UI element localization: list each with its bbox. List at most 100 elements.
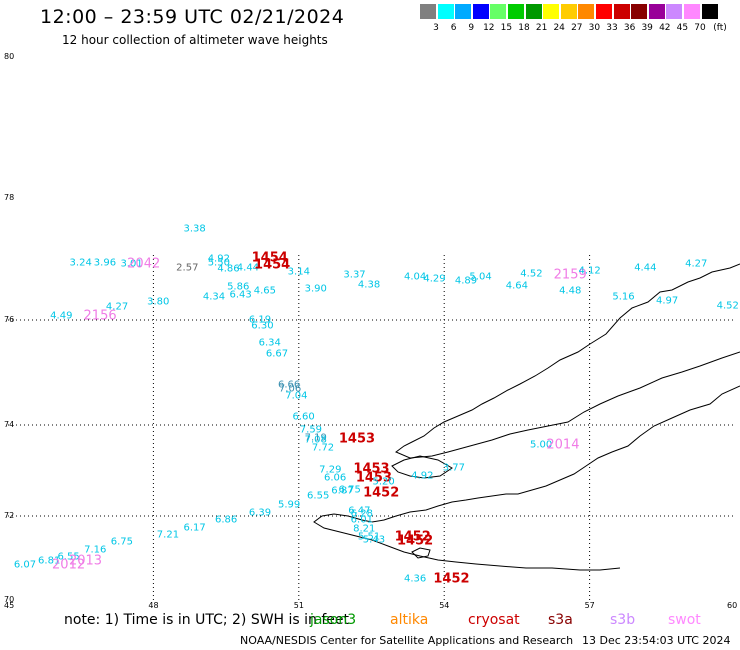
legend-label: 42 xyxy=(659,23,671,33)
wave-height-reading: 4.64 xyxy=(505,280,529,292)
legend-swatch xyxy=(631,4,649,19)
pass-time-label: 2012 xyxy=(52,557,86,573)
wave-height-reading: 4.04 xyxy=(403,271,427,283)
satellite-name: cryosat xyxy=(468,612,520,628)
island-vaygach xyxy=(391,455,453,479)
lat-label: 76 xyxy=(4,315,15,324)
legend-label: 70 xyxy=(694,23,706,33)
page-title: 12:00 – 23:59 UTC 02/21/2024 xyxy=(40,6,345,28)
wave-height-reading: 4.49 xyxy=(50,310,73,322)
pass-time-label: 2042 xyxy=(127,256,161,272)
pass-time-label: 1453 xyxy=(338,431,376,447)
legend-swatch xyxy=(490,4,508,19)
legend-swatch xyxy=(648,4,666,19)
pass-time-label: 2156 xyxy=(83,308,117,324)
legend-label: 33 xyxy=(606,23,618,33)
pass-time-label: 1452 xyxy=(394,529,431,545)
legend-unit: (ft) xyxy=(713,23,727,33)
lon-label: 45 xyxy=(4,601,15,610)
wave-height-reading: 4.92 xyxy=(411,470,434,482)
wave-height-reading: 4.65 xyxy=(253,285,276,297)
lat-label: 72 xyxy=(4,511,15,520)
wave-height-reading: 4.34 xyxy=(202,291,226,303)
wave-height-reading: 3.96 xyxy=(93,257,117,269)
wave-height-reading: 3.14 xyxy=(287,266,310,278)
wave-height-reading: 4.12 xyxy=(578,265,601,277)
legend-label: 27 xyxy=(571,23,583,33)
lon-label: 54 xyxy=(439,601,450,610)
wave-height-reading: 6.47 xyxy=(348,505,371,517)
wave-height-reading: 6.87 xyxy=(331,485,354,497)
wave-height-reading: 5.16 xyxy=(612,291,635,303)
wave-height-reading: 4.38 xyxy=(357,279,381,291)
wave-height-reading: 7.72 xyxy=(311,442,335,454)
legend-label: 12 xyxy=(483,23,495,33)
wave-height-reading: 6.43 xyxy=(229,289,252,301)
legend-swatch xyxy=(508,4,525,19)
lon-label: 48 xyxy=(148,601,159,610)
legend-swatch xyxy=(543,4,561,19)
wave-height-reading: 6.07 xyxy=(13,559,37,571)
wave-height-reading: 7.21 xyxy=(156,529,180,541)
wave-height-reading: 6.55 xyxy=(57,551,80,563)
wave-height-reading: 6.17 xyxy=(183,522,206,534)
wave-height-reading: 4.27 xyxy=(105,301,129,313)
satellite-name: jason3 xyxy=(310,612,357,628)
wave-height-reading: 6.55 xyxy=(307,490,330,502)
wave-height-reading: 3.01 xyxy=(120,258,143,270)
wave-height-reading: 5.43 xyxy=(362,534,386,546)
wave-height-reading: 6.86 xyxy=(214,514,238,526)
satellite-name: altika xyxy=(390,612,429,628)
satellite-name: s3a xyxy=(548,612,573,628)
legend-swatch xyxy=(560,4,578,19)
legend-label: 24 xyxy=(553,23,565,33)
lat-lon-grid xyxy=(8,255,735,600)
pass-time-label: 2013 xyxy=(68,553,103,569)
pass-time-label: 1454 xyxy=(254,257,291,273)
legend-swatch xyxy=(472,4,490,19)
wave-height-reading: 7.59 xyxy=(299,424,323,436)
legend-swatch xyxy=(420,4,437,19)
wave-height-reading: 6.01 xyxy=(350,514,373,526)
credit-text: NOAA/NESDIS Center for Satellite Applica… xyxy=(240,634,574,647)
wave-height-reading: 4.52 xyxy=(520,268,543,280)
legend-label: 21 xyxy=(535,23,548,33)
legend-swatch xyxy=(525,4,543,19)
wave-height-reading: 6.75 xyxy=(110,536,134,548)
wave-height-reading: 8.21 xyxy=(353,523,376,535)
wave-height-reading: 7.06 xyxy=(278,383,302,395)
legend-label: 36 xyxy=(623,23,636,33)
legend-label: 39 xyxy=(641,23,653,33)
wave-height-reading: 6.30 xyxy=(251,320,274,332)
wave-height-reading: 4.27 xyxy=(685,258,708,270)
wave-height-reading: 6.39 xyxy=(248,507,272,519)
pass-time-label: 2014 xyxy=(546,437,580,453)
wave-height-reading: 7.29 xyxy=(319,464,342,476)
legend-label: 3 xyxy=(433,23,439,33)
wave-height-reading: 7.04 xyxy=(285,390,308,402)
lat-label: 80 xyxy=(4,52,15,61)
legend-label: 18 xyxy=(518,23,530,33)
wave-height-reading: 7.19 xyxy=(304,432,327,444)
wave-height-reading: 5.86 xyxy=(227,281,250,293)
footer-note: note: 1) Time is in UTC; 2) SWH is in fe… xyxy=(64,612,350,628)
wave-height-reading: 4.36 xyxy=(403,573,427,585)
pass-time-label: 1453 xyxy=(355,470,393,486)
coastline-novaya-zemlya xyxy=(395,263,740,459)
wave-height-reading: 3.38 xyxy=(183,223,206,235)
satellite-name: swot xyxy=(668,612,701,628)
wave-height-reading: 4.48 xyxy=(559,285,582,297)
wave-height-reading: 3.80 xyxy=(147,296,170,308)
wave-height-reading: 6.06 xyxy=(324,472,347,484)
wave-height-reading: 6.34 xyxy=(258,337,281,349)
pass-time-label: 1452 xyxy=(363,485,400,501)
legend-swatch xyxy=(455,4,473,19)
wave-height-reading: 6.66 xyxy=(277,379,301,391)
wave-height-reading: 3.37 xyxy=(343,269,366,281)
wave-height-reading: 3.90 xyxy=(304,283,327,295)
lat-label: 78 xyxy=(4,193,15,202)
pass-time-label: 2159 xyxy=(553,267,587,283)
lat-label: 74 xyxy=(4,420,15,429)
wave-height-reading: 5.00 xyxy=(529,439,553,451)
